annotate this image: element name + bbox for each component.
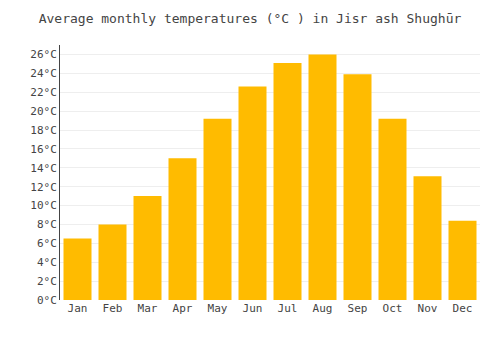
svg-text:24°C: 24°C — [30, 67, 57, 80]
svg-text:May: May — [208, 302, 228, 315]
svg-text:Mar: Mar — [138, 302, 158, 315]
svg-text:10°C: 10°C — [30, 199, 57, 212]
svg-text:Average monthly temperatures (: Average monthly temperatures (°C ) in Ji… — [39, 11, 462, 26]
svg-text:26°C: 26°C — [30, 48, 57, 61]
svg-text:Jan: Jan — [68, 302, 88, 315]
svg-text:Aug: Aug — [313, 302, 333, 315]
svg-text:Nov: Nov — [418, 302, 438, 315]
svg-text:Apr: Apr — [173, 302, 193, 315]
svg-text:18°C: 18°C — [30, 124, 57, 137]
svg-text:6°C: 6°C — [37, 237, 57, 250]
svg-text:Jul: Jul — [278, 302, 298, 315]
svg-text:Feb: Feb — [103, 302, 123, 315]
svg-text:8°C: 8°C — [37, 218, 57, 231]
svg-text:4°C: 4°C — [37, 256, 57, 269]
svg-text:16°C: 16°C — [30, 143, 57, 156]
svg-text:2°C: 2°C — [37, 275, 57, 288]
svg-text:Sep: Sep — [348, 302, 368, 315]
svg-text:14°C: 14°C — [30, 162, 57, 175]
svg-text:22°C: 22°C — [30, 86, 57, 99]
svg-text:Jun: Jun — [243, 302, 263, 315]
svg-text:Dec: Dec — [453, 302, 473, 315]
svg-text:0°C: 0°C — [37, 294, 57, 307]
svg-text:12°C: 12°C — [30, 181, 57, 194]
svg-text:20°C: 20°C — [30, 105, 57, 118]
svg-text:Oct: Oct — [383, 302, 403, 315]
